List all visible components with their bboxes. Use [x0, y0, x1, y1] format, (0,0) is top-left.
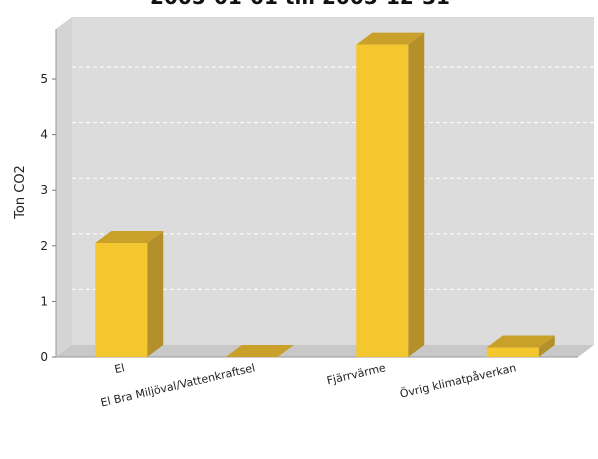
chart-title: 2005-01-01 till 2005-12-31	[150, 0, 450, 9]
y-tick-label-4: 4	[40, 128, 48, 142]
bar-1	[225, 345, 294, 357]
y-tick-label-0: 0	[40, 350, 48, 364]
bar-front	[95, 243, 148, 357]
x-tick-label-2: Fjärrvärme	[325, 361, 387, 387]
bar-top	[486, 335, 555, 348]
y-tick-label-2: 2	[40, 239, 48, 253]
bar-2	[356, 32, 425, 357]
y-tick-label-5: 5	[40, 72, 48, 86]
plot-floor	[56, 345, 594, 357]
bar-side	[538, 335, 555, 357]
y-tick-label-1: 1	[40, 294, 48, 308]
bar-top	[356, 32, 425, 45]
y-axis-title: Ton CO2	[13, 165, 28, 220]
plot-area	[56, 17, 594, 357]
bar-0	[95, 231, 164, 357]
bar-side	[408, 32, 425, 357]
x-tick-label-0: El	[113, 361, 126, 376]
bar-top	[95, 231, 164, 244]
plot-back-wall	[72, 17, 594, 345]
bar-3	[486, 335, 555, 357]
bar-front	[356, 44, 409, 357]
bar-front	[486, 347, 539, 357]
bar-top	[225, 345, 294, 357]
y-tick-label-3: 3	[40, 183, 48, 197]
y-axis-ticks: 0 1 2 3 4 5	[40, 72, 56, 364]
x-tick-label-3: Övrig klimatpåverkan	[399, 361, 518, 400]
bars	[95, 32, 555, 357]
bar-side	[147, 231, 164, 357]
plot-left-wall	[56, 17, 72, 357]
